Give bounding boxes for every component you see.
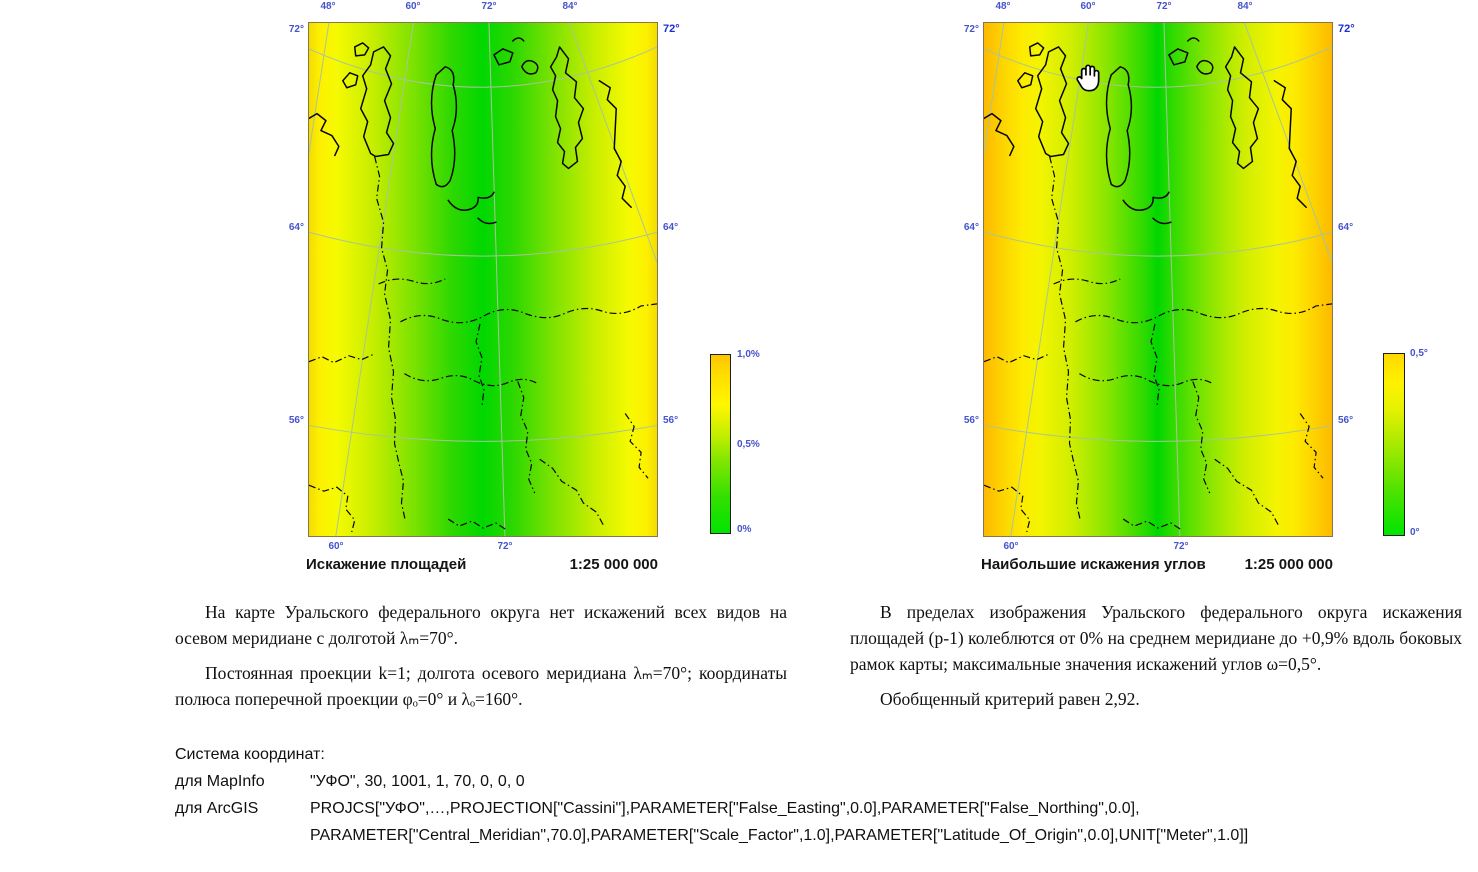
legend-label-min: 0° bbox=[1410, 527, 1420, 538]
lon-label: 72° bbox=[481, 1, 497, 12]
lat-label: 64° bbox=[288, 222, 304, 233]
lon-label: 48° bbox=[320, 1, 336, 12]
lat-label: 56° bbox=[663, 415, 679, 426]
coords-row-label: для MapInfo bbox=[175, 773, 265, 790]
lat-label: 64° bbox=[963, 222, 979, 233]
lat-label: 72° bbox=[963, 24, 979, 35]
coords-row-label: для ArcGIS bbox=[175, 800, 259, 817]
lon-label: 72° bbox=[497, 541, 513, 552]
coords-row-value: "УФО", 30, 1001, 1, 70, 0, 0, 0 bbox=[310, 773, 525, 790]
lon-label: 60° bbox=[1003, 541, 1019, 552]
left-text-column: На карте Уральского федерального округа … bbox=[175, 599, 787, 721]
map-caption-row: Искажение площадей 1:25 000 000 bbox=[306, 556, 658, 573]
legend-label-min: 0% bbox=[737, 524, 752, 535]
lon-label: 72° bbox=[1156, 1, 1172, 12]
lon-label: 84° bbox=[562, 1, 578, 12]
lat-label: 64° bbox=[663, 222, 679, 233]
lon-label: 48° bbox=[995, 1, 1011, 12]
legend-label-max: 0,5° bbox=[1410, 348, 1428, 359]
angle-distortion-legend-bar bbox=[1383, 353, 1405, 536]
hand-cursor-icon bbox=[1076, 64, 1100, 92]
paragraph: Обобщенный критерий равен 2,92. bbox=[880, 689, 1140, 709]
map-scale: 1:25 000 000 bbox=[569, 556, 658, 573]
angle-distortion-map[interactable] bbox=[983, 22, 1333, 537]
lat-label: 56° bbox=[963, 415, 979, 426]
right-text-column: В пределах изображения Уральского федера… bbox=[850, 599, 1462, 721]
lat-label: 56° bbox=[288, 415, 304, 426]
lon-label: 84° bbox=[1237, 1, 1253, 12]
map-caption-row: Наибольшие искажения углов 1:25 000 000 bbox=[981, 556, 1333, 573]
map-graticule-art bbox=[984, 23, 1332, 536]
coords-row-value: PROJCS["УФО",…,PROJECTION["Cassini"],PAR… bbox=[310, 800, 1140, 817]
lat-label: 72° bbox=[288, 24, 304, 35]
lon-label: 60° bbox=[1080, 1, 1096, 12]
coords-title: Система координат: bbox=[175, 746, 325, 763]
lat-label: 64° bbox=[1338, 222, 1354, 233]
paragraph: Постоянная проекции k=1; долгота осевого… bbox=[175, 663, 787, 709]
lat-label: 56° bbox=[1338, 415, 1354, 426]
map-caption: Искажение площадей bbox=[306, 556, 467, 573]
lon-label: 60° bbox=[405, 1, 421, 12]
lat-label: 72° bbox=[663, 23, 680, 35]
paragraph: В пределах изображения Уральского федера… bbox=[850, 602, 1462, 674]
legend-label-mid: 0,5% bbox=[737, 439, 760, 450]
lon-label: 72° bbox=[1173, 541, 1189, 552]
map-scale: 1:25 000 000 bbox=[1244, 556, 1333, 573]
area-distortion-map[interactable] bbox=[308, 22, 658, 537]
map-graticule-art bbox=[309, 23, 657, 536]
legend-label-max: 1,0% bbox=[737, 349, 760, 360]
lon-label: 60° bbox=[328, 541, 344, 552]
map-caption: Наибольшие искажения углов bbox=[981, 556, 1206, 573]
coords-row-value: PARAMETER["Central_Meridian",70.0],PARAM… bbox=[310, 827, 1249, 844]
area-distortion-legend-bar bbox=[710, 354, 731, 534]
lat-label: 72° bbox=[1338, 23, 1355, 35]
paragraph: На карте Уральского федерального округа … bbox=[175, 602, 787, 648]
